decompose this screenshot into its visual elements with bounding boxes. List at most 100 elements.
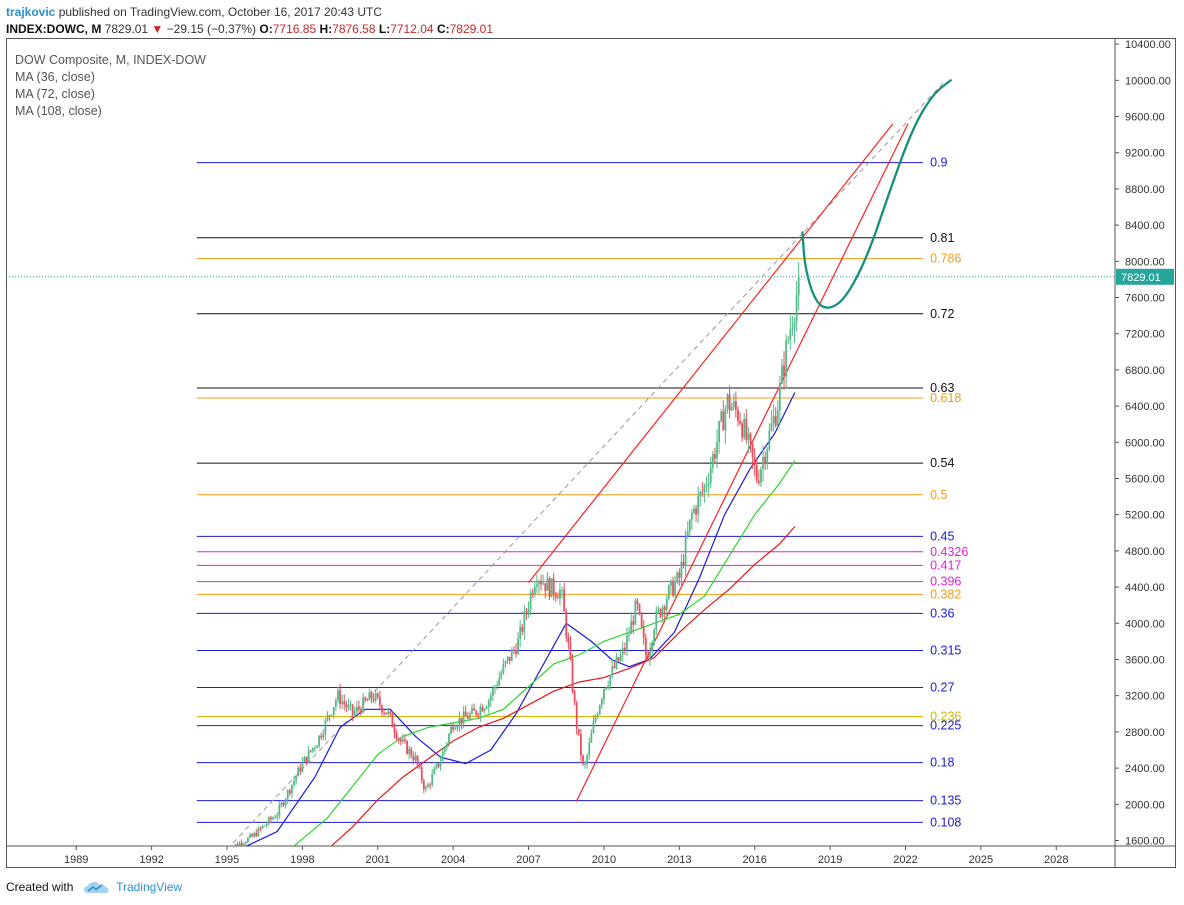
candle-body bbox=[722, 411, 725, 431]
candle-body bbox=[588, 742, 591, 756]
price-chart[interactable]: 10400.00 10000.00 9600.00 9200.00 8800.00 840… bbox=[6, 38, 1176, 868]
price-tick-label: 8000.00 bbox=[1125, 256, 1165, 268]
candle-body bbox=[563, 589, 566, 612]
candle-body bbox=[623, 647, 626, 650]
candle-body bbox=[288, 790, 291, 794]
candle-body bbox=[337, 690, 339, 701]
candle-body bbox=[257, 828, 260, 837]
candle-body bbox=[582, 755, 584, 765]
candle-body bbox=[349, 704, 352, 706]
candle-body bbox=[630, 621, 633, 635]
candle-body bbox=[567, 637, 570, 643]
candle-body bbox=[481, 706, 484, 712]
candle-body bbox=[370, 692, 373, 699]
candle-body bbox=[427, 784, 429, 788]
candle-body bbox=[431, 773, 434, 785]
candle-body bbox=[259, 828, 262, 830]
price-tick-label: 6000.00 bbox=[1125, 437, 1165, 449]
price-tick-label: 5200.00 bbox=[1125, 510, 1165, 522]
plot-area[interactable]: 0.9 0.81 0.786 0.72 0.630.618 0.54 0.5 0.45 0.43… bbox=[6, 79, 1115, 853]
candle-body bbox=[326, 715, 329, 720]
candle-body bbox=[282, 802, 285, 806]
candle-body bbox=[542, 583, 545, 585]
candle-body bbox=[617, 657, 620, 661]
candle-body bbox=[347, 704, 350, 708]
candle-body bbox=[339, 690, 341, 705]
candle-body bbox=[709, 467, 712, 483]
legend-title[interactable]: DOW Composite, M, INDEX-DOW bbox=[15, 53, 206, 67]
candle-body bbox=[739, 420, 741, 424]
chart-legend: DOW Composite, M, INDEX-DOW MA (36, clos… bbox=[15, 52, 206, 120]
candle-body bbox=[483, 708, 486, 712]
candle-body bbox=[261, 825, 264, 829]
candle-body bbox=[406, 741, 408, 754]
candle-body bbox=[621, 647, 624, 655]
candle-body bbox=[536, 584, 538, 587]
candle-body bbox=[690, 512, 693, 520]
candle-body bbox=[649, 649, 651, 661]
candle-body bbox=[772, 416, 775, 424]
candle-body bbox=[724, 409, 727, 431]
close-value: 7829.01 bbox=[449, 22, 493, 36]
candle-body bbox=[657, 609, 660, 612]
candle-body bbox=[544, 583, 547, 591]
moving-average-line bbox=[293, 460, 796, 846]
low-value: 7712.04 bbox=[390, 22, 434, 36]
year-tick-label: 2022 bbox=[893, 854, 917, 866]
price-tick-label: 8800.00 bbox=[1125, 184, 1165, 196]
legend-ma108[interactable]: MA (108, close) bbox=[15, 104, 102, 118]
candle-body bbox=[785, 340, 788, 377]
candle-body bbox=[594, 717, 597, 722]
author-link[interactable]: trajkovic bbox=[6, 5, 56, 19]
candle-body bbox=[255, 832, 258, 837]
candle-body bbox=[783, 365, 785, 377]
symbol-label[interactable]: INDEX:DOWC, M bbox=[6, 22, 102, 36]
candle-body bbox=[600, 699, 603, 706]
candle-body bbox=[517, 638, 519, 655]
candle-body bbox=[311, 748, 314, 752]
candle-body bbox=[381, 705, 383, 713]
candle-body bbox=[437, 763, 440, 767]
published-text: published on TradingView.com, October 16… bbox=[58, 5, 383, 19]
candle-body bbox=[395, 733, 398, 739]
price-tick-label: 4800.00 bbox=[1125, 546, 1165, 558]
candle-body bbox=[644, 637, 647, 656]
candle-body bbox=[684, 536, 687, 566]
candle-body bbox=[552, 578, 555, 595]
candle-body bbox=[521, 626, 524, 632]
candle-body bbox=[314, 747, 316, 749]
price-tick-label: 9600.00 bbox=[1125, 112, 1165, 124]
legend-ma36[interactable]: MA (36, close) bbox=[15, 70, 95, 84]
candle-body bbox=[439, 760, 442, 767]
candle-body bbox=[686, 531, 689, 537]
candle-body bbox=[456, 726, 459, 729]
candle-body bbox=[531, 592, 534, 595]
candle-body bbox=[416, 755, 419, 765]
candle-body bbox=[383, 712, 385, 714]
candle-body bbox=[270, 817, 272, 820]
candle-body bbox=[496, 685, 499, 687]
legend-ma72[interactable]: MA (72, close) bbox=[15, 87, 95, 101]
candle-body bbox=[768, 430, 771, 450]
candle-body bbox=[466, 716, 469, 719]
ohlc-line: INDEX:DOWC, M 7829.01 ▼ −29.15 (−0.37%) … bbox=[6, 21, 493, 38]
candle-body bbox=[632, 621, 635, 625]
tradingview-cloud-icon[interactable] bbox=[83, 881, 109, 895]
candle-body bbox=[697, 496, 700, 515]
candle-body bbox=[762, 457, 764, 469]
candle-body bbox=[533, 586, 536, 595]
last-price-tag bbox=[1116, 268, 1174, 285]
open-label: O: bbox=[259, 22, 273, 36]
candle-body bbox=[565, 611, 568, 638]
candle-body bbox=[475, 710, 478, 715]
high-value: 7876.58 bbox=[332, 22, 376, 36]
candle-body bbox=[540, 581, 543, 585]
candle-body bbox=[318, 735, 321, 747]
candle-body bbox=[653, 630, 656, 643]
candle-body bbox=[506, 656, 509, 662]
candle-body bbox=[297, 767, 300, 777]
price-tick-label: 1600.00 bbox=[1125, 836, 1165, 848]
candle-body bbox=[353, 711, 356, 715]
tradingview-brand-link[interactable]: TradingView bbox=[116, 880, 183, 894]
candle-body bbox=[450, 726, 452, 735]
